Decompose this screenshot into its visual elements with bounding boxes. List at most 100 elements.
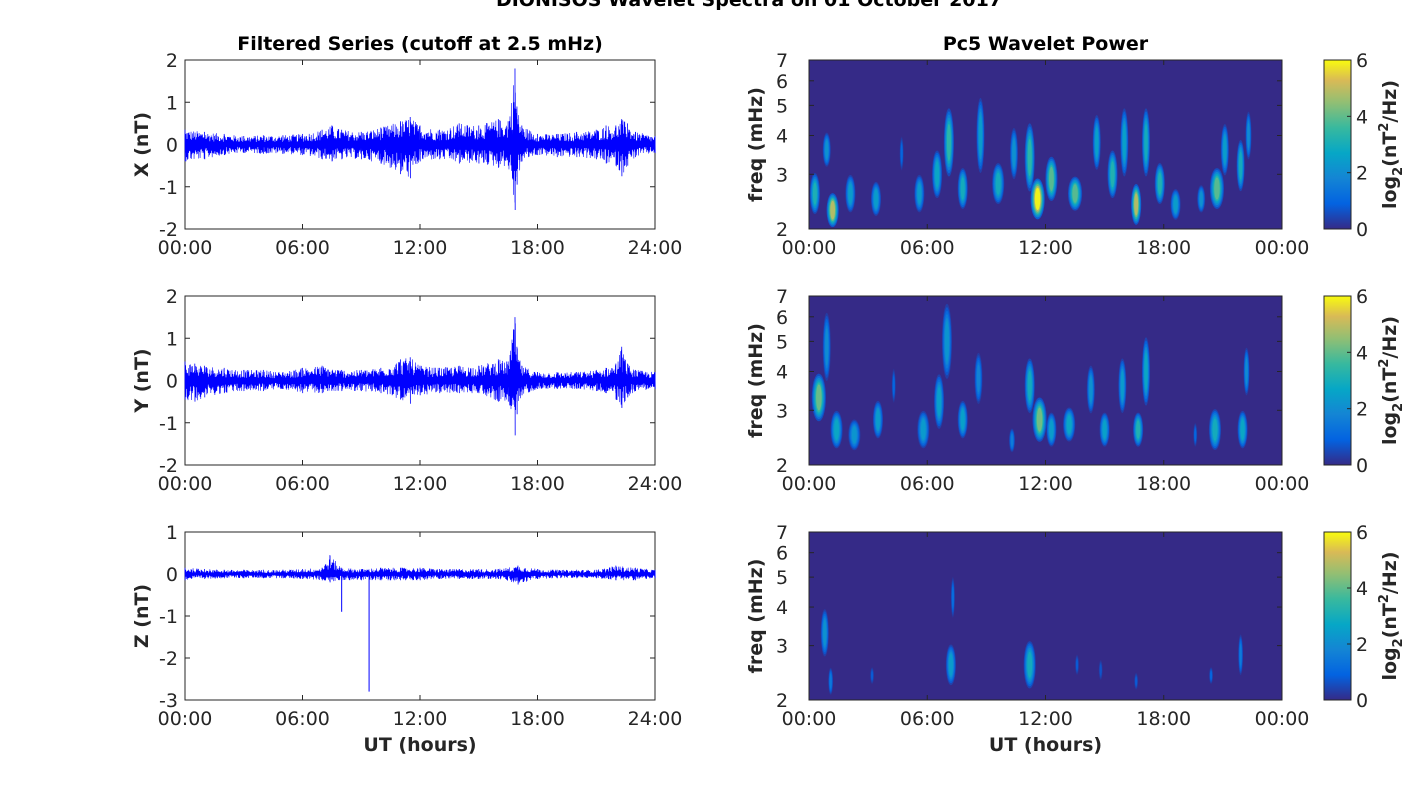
y-tick-label: 0 — [166, 135, 178, 157]
y-axis-label: freq (mHz) — [745, 559, 767, 674]
power-blob — [871, 670, 874, 681]
power-blob — [1089, 376, 1093, 403]
power-blob — [825, 140, 829, 160]
x-tick-label: 24:00 — [628, 473, 683, 495]
x-tick-label: 00:00 — [158, 473, 213, 495]
power-blob — [1134, 193, 1139, 216]
power-blob — [874, 189, 878, 209]
power-blob — [1199, 191, 1203, 207]
power-blob — [1245, 358, 1248, 385]
power-blob — [1223, 135, 1227, 164]
colorbar-gradient — [1323, 295, 1352, 466]
power-blob — [1027, 370, 1032, 401]
y-axis-label: freq (mHz) — [745, 87, 767, 202]
heatmap-background — [809, 532, 1282, 700]
x-tick-label: 06:00 — [900, 237, 955, 259]
y-tick-label: 4 — [776, 125, 788, 147]
colorbar-tick-label: 2 — [1356, 163, 1368, 185]
power-blob — [1144, 352, 1148, 391]
y-tick-label: -1 — [159, 177, 178, 199]
y-tick-label: 2 — [776, 219, 788, 241]
power-blob — [1240, 419, 1245, 440]
colorbar: 6 4 2 0 log2(nT2/Hz) — [1323, 50, 1406, 241]
x-tick-label: 18:00 — [1136, 473, 1191, 495]
power-blob — [1076, 659, 1079, 671]
x-tick-label: 06:00 — [275, 708, 330, 730]
colorbar-tick-label: 0 — [1356, 219, 1368, 241]
y-tick-label: -1 — [159, 606, 178, 628]
panel-title: Filtered Series (cutoff at 2.5 mHz) — [237, 33, 603, 55]
power-blob — [1036, 407, 1043, 432]
x-tick-label: 00:00 — [1255, 473, 1310, 495]
power-blob — [830, 200, 836, 220]
power-blob — [946, 123, 951, 162]
power-blob — [823, 619, 827, 646]
power-blob — [1210, 670, 1213, 681]
y-tick-label: -2 — [159, 455, 178, 477]
power-blob — [1095, 127, 1099, 158]
power-blob — [948, 653, 953, 676]
colorbar-gradient — [1323, 59, 1352, 230]
panel-title: Pc5 Wavelet Power — [943, 33, 1149, 55]
power-blob — [1034, 187, 1041, 211]
power-blob — [1173, 196, 1178, 213]
x-tick-label: 18:00 — [510, 237, 565, 259]
y-tick-label: 7 — [776, 286, 788, 308]
x-tick-label: 18:00 — [1136, 237, 1191, 259]
colorbar: 6 4 2 0 log2(nT2/Hz) — [1323, 286, 1406, 477]
power-blob — [951, 586, 954, 609]
y-tick-label: 1 — [166, 328, 178, 350]
power-blob — [1102, 420, 1107, 439]
power-blob — [812, 182, 817, 205]
x-tick-label: 18:00 — [1136, 708, 1191, 730]
y-tick-label: 3 — [776, 164, 788, 186]
series-panel-2: 2 1 0 -1 -200:00 06:00 12:00 18:00 24:00 Y (nT) — [131, 286, 682, 495]
x-tick-label: 12:00 — [393, 237, 448, 259]
y-tick-label: 0 — [166, 564, 178, 586]
power-blob — [935, 161, 940, 188]
x-tick-label: 00:00 — [782, 237, 837, 259]
x-tick-label: 06:00 — [900, 708, 955, 730]
power-blob — [1157, 172, 1162, 195]
x-tick-label: 12:00 — [1018, 473, 1073, 495]
colorbar-tick-label: 2 — [1356, 634, 1368, 656]
x-tick-label: 18:00 — [510, 473, 565, 495]
x-tick-label: 12:00 — [393, 708, 448, 730]
x-axis-label: UT (hours) — [989, 734, 1102, 756]
y-axis-label: X (nT) — [131, 112, 153, 177]
y-tick-label: -3 — [159, 690, 178, 712]
x-tick-label: 00:00 — [1255, 708, 1310, 730]
y-axis-label: freq (mHz) — [745, 323, 767, 438]
power-blob — [1099, 664, 1102, 676]
colorbar-gradient — [1323, 531, 1352, 701]
power-blob — [1049, 420, 1054, 439]
power-blob — [1066, 415, 1072, 434]
power-blob — [960, 177, 965, 200]
x-tick-label: 12:00 — [393, 473, 448, 495]
colorbar-tick-label: 2 — [1356, 399, 1368, 421]
power-blob — [829, 673, 832, 689]
power-blob — [1214, 177, 1220, 200]
y-tick-label: 3 — [776, 636, 788, 658]
power-blob — [978, 115, 983, 156]
colorbar-label: log2(nT2/Hz) — [1377, 551, 1406, 680]
power-blob — [825, 328, 829, 366]
y-tick-label: 7 — [776, 522, 788, 544]
power-blob — [1247, 122, 1250, 149]
colorbar-tick-label: 6 — [1356, 286, 1368, 308]
y-tick-label: 0 — [166, 371, 178, 393]
y-axis-label: Y (nT) — [131, 348, 153, 413]
x-tick-label: 00:00 — [1255, 237, 1310, 259]
colorbar-tick-label: 6 — [1356, 522, 1368, 544]
y-axis-label: Z (nT) — [131, 584, 153, 648]
y-tick-label: 6 — [776, 71, 788, 93]
power-blob — [976, 364, 981, 393]
y-tick-label: 2 — [776, 690, 788, 712]
y-tick-label: 2 — [166, 50, 178, 72]
y-tick-label: -1 — [159, 413, 178, 435]
power-blob — [1239, 151, 1243, 180]
power-blob — [816, 384, 822, 411]
power-blob — [834, 419, 839, 440]
